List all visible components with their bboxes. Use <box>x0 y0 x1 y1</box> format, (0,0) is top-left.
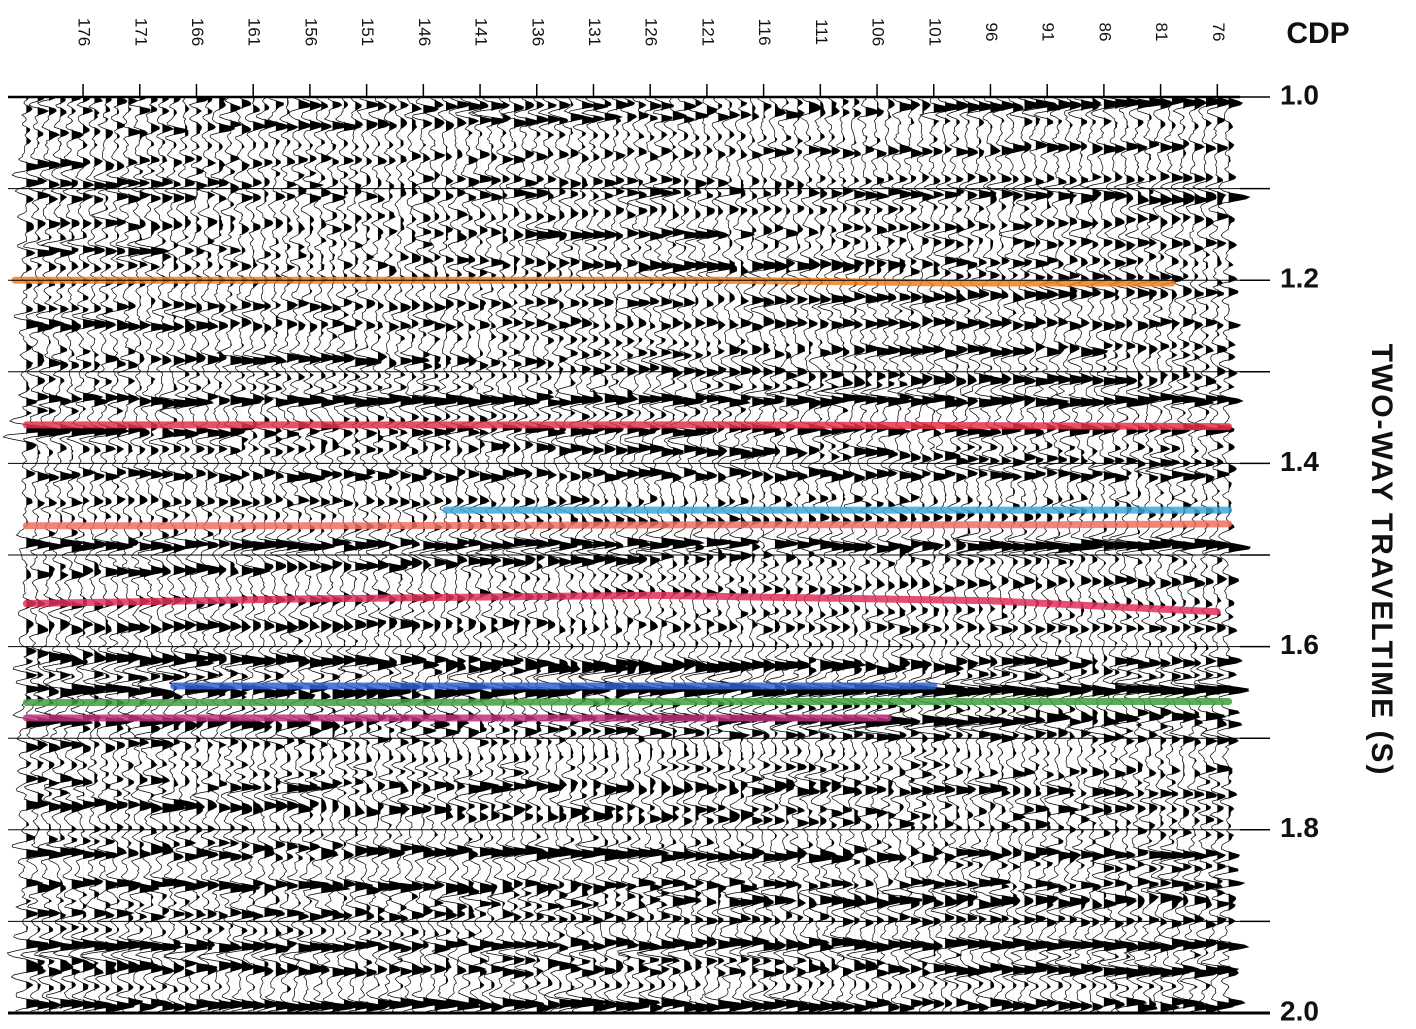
x-tick-label: 121 <box>698 18 717 46</box>
x-tick-label: 76 <box>1209 23 1228 42</box>
horizon <box>26 425 1228 427</box>
x-tick-label: 176 <box>75 18 94 46</box>
y-tick-label: 1.6 <box>1280 629 1319 660</box>
x-tick-label: 111 <box>812 19 831 45</box>
y-axis-title: TWO-WAY TRAVELTIME (S) <box>1365 344 1398 777</box>
x-tick-label: 131 <box>585 18 604 46</box>
x-tick-label: 151 <box>358 18 377 46</box>
horizon <box>26 702 1228 703</box>
x-tick-label: 171 <box>131 18 150 46</box>
y-tick-label: 1.8 <box>1280 812 1319 843</box>
y-tick-label: 1.4 <box>1280 446 1319 477</box>
x-tick-label: 81 <box>1152 23 1171 42</box>
x-tick-label: 116 <box>755 18 774 45</box>
x-tick-label: 136 <box>528 18 547 46</box>
x-tick-label: 156 <box>301 18 320 46</box>
x-tick-label: 161 <box>245 18 264 46</box>
x-tick-label: 146 <box>415 18 434 46</box>
x-tick-label: 166 <box>188 18 207 46</box>
x-tick-label: 141 <box>472 18 491 46</box>
x-axis-title: CDP <box>1286 17 1349 50</box>
x-tick-label: 101 <box>925 18 944 46</box>
y-tick-label: 2.0 <box>1280 995 1319 1026</box>
y-tick-label: 1.2 <box>1280 263 1319 294</box>
horizon <box>26 524 1228 526</box>
x-tick-label: 86 <box>1095 23 1114 42</box>
x-tick-label: 126 <box>642 18 661 46</box>
x-tick-label: 91 <box>1039 23 1058 42</box>
y-tick-label: 1.0 <box>1280 79 1319 110</box>
x-tick-label: 96 <box>982 23 1001 42</box>
x-tick-label: 106 <box>869 18 888 46</box>
chart: CDP TWO-WAY TRAVELTIME (S) 1.0 1.2 1.4 1.6 1… <box>0 0 1416 1029</box>
horizon <box>26 595 1217 611</box>
